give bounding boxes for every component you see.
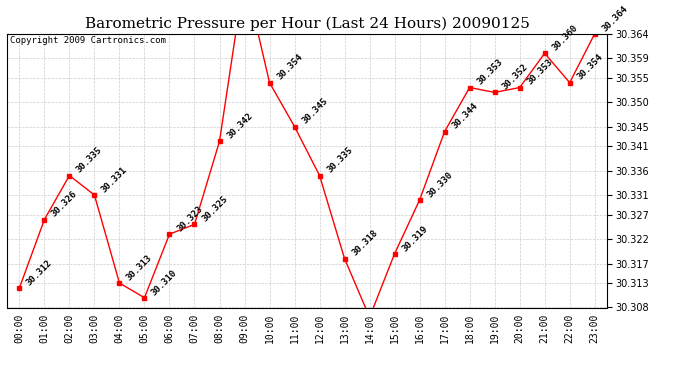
Text: 30.325: 30.325 [200,195,229,224]
Text: 30.376: 30.376 [0,374,1,375]
Text: 30.330: 30.330 [425,170,454,199]
Text: 30.313: 30.313 [125,253,154,282]
Title: Barometric Pressure per Hour (Last 24 Hours) 20090125: Barometric Pressure per Hour (Last 24 Ho… [85,17,529,31]
Text: 30.306: 30.306 [0,374,1,375]
Text: 30.312: 30.312 [25,258,54,287]
Text: 30.335: 30.335 [75,146,104,175]
Text: 30.335: 30.335 [325,146,354,175]
Text: 30.318: 30.318 [350,229,380,258]
Text: 30.331: 30.331 [100,165,129,194]
Text: 30.319: 30.319 [400,224,429,253]
Text: 30.354: 30.354 [275,53,304,82]
Text: 30.364: 30.364 [600,4,629,33]
Text: 30.323: 30.323 [175,204,204,233]
Text: 30.352: 30.352 [500,63,529,92]
Text: 30.345: 30.345 [300,97,329,126]
Text: 30.353: 30.353 [525,58,554,87]
Text: 30.354: 30.354 [575,53,604,82]
Text: Copyright 2009 Cartronics.com: Copyright 2009 Cartronics.com [10,36,166,45]
Text: 30.342: 30.342 [225,111,254,141]
Text: 30.310: 30.310 [150,268,179,297]
Text: 30.344: 30.344 [450,102,480,131]
Text: 30.360: 30.360 [550,23,580,52]
Text: 30.326: 30.326 [50,190,79,219]
Text: 30.353: 30.353 [475,58,504,87]
